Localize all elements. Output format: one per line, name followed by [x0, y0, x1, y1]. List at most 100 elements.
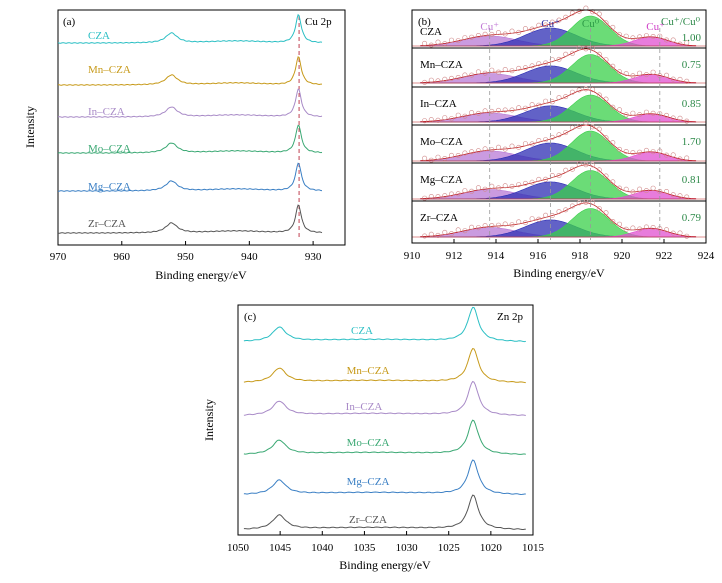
panel-b-raw-point	[563, 14, 569, 20]
panel-b-raw-point	[650, 225, 656, 231]
panel-b-raw-point	[475, 148, 481, 154]
panel-b-raw-point	[630, 110, 636, 116]
panel-a-label: (a)	[63, 16, 76, 28]
panel-c-series-line	[243, 419, 526, 455]
panel-b-raw-point	[650, 33, 656, 39]
panel-b-raw-point	[684, 40, 690, 46]
panel-b-raw-point	[556, 209, 562, 215]
panel-b-raw-point	[549, 19, 555, 25]
panel-b-raw-point	[489, 108, 495, 114]
panel-b-raw-point	[475, 225, 481, 231]
panel-b-raw-point	[469, 110, 475, 116]
panel-b-raw-point	[502, 146, 508, 152]
panel-b-raw-point	[569, 125, 575, 131]
panel-b-raw-point	[428, 77, 434, 83]
panel-b-raw-point	[495, 107, 501, 113]
panel-b-raw-point	[670, 115, 676, 121]
panel-b-raw-point	[442, 76, 448, 82]
panel-b-raw-point	[509, 222, 515, 228]
panel-b-raw-point	[529, 63, 535, 69]
panel-b-raw-point	[569, 50, 575, 56]
panel-b-raw-point	[590, 46, 596, 52]
panel-b-raw-point	[684, 155, 690, 161]
panel-b-raw-point	[684, 233, 690, 239]
panel-b-raw-point	[455, 75, 461, 81]
panel-b-raw-point	[495, 69, 501, 75]
panel-b-raw-point	[442, 193, 448, 199]
panel-b-ratio-value: 0.85	[682, 98, 702, 110]
panel-b-raw-point	[610, 104, 616, 110]
panel-b-raw-point	[422, 233, 428, 239]
panel-b-raw-point	[495, 144, 501, 150]
panel-b-raw-point	[610, 140, 616, 146]
panel-b-envelope	[420, 48, 696, 84]
panel-b-raw-point	[543, 60, 549, 66]
panel-a-tick-label: 960	[114, 251, 131, 263]
panel-b-raw-point	[448, 116, 454, 122]
panel-b-xlabel: Binding energy/eV	[513, 266, 605, 280]
panel-a-frame	[57, 9, 346, 246]
panel-b-raw-point	[469, 224, 475, 230]
panel-b-raw-point	[623, 112, 629, 118]
panel-b-raw-point	[455, 153, 461, 159]
panel-c-tick-label: 1040	[311, 542, 334, 554]
panel-b-raw-point	[596, 167, 602, 173]
panel-b-tick-label: 924	[698, 250, 715, 262]
panel-b-label: (b)	[418, 16, 431, 28]
panel-b-raw-point	[576, 87, 582, 93]
panel-a-series-line	[58, 162, 322, 192]
panel-b-raw-point	[684, 118, 690, 124]
panel-a-series-label: Zr–CZA	[88, 218, 126, 230]
panel-b-raw-point	[522, 65, 528, 71]
panel-b-raw-point	[469, 149, 475, 155]
panel-b-raw-point	[630, 225, 636, 231]
panel-b-raw-point	[563, 167, 569, 173]
panel-b-raw-point	[643, 109, 649, 115]
panel-b-raw-point	[522, 220, 528, 226]
panel-a-series-line	[57, 13, 323, 44]
panel-b-raw-point	[569, 203, 575, 209]
panel-b-raw-point	[596, 92, 602, 98]
panel-b-raw-point	[475, 185, 481, 191]
panel-a-series-labels: CZA Mn–CZA In–CZA Mo–CZA Mg–CZA Zr–CZA	[88, 30, 131, 230]
panel-c-title: Zn 2p	[497, 311, 523, 323]
panel-b-raw-point	[522, 180, 528, 186]
panel-b-raw-point	[489, 67, 495, 73]
panel-b-raw-point	[677, 115, 683, 121]
panel-b-raw-point	[637, 34, 643, 40]
panel-b-component-label: Cu⁺	[646, 21, 665, 33]
panel-b-raw-point	[603, 57, 609, 63]
panel-b-raw-point	[590, 87, 596, 93]
panel-b-raw-point	[650, 69, 656, 75]
panel-b-raw-point	[543, 98, 549, 104]
panel-b-raw-point	[536, 216, 542, 222]
panel-c-series-label: Mn–CZA	[347, 365, 390, 377]
panel-b-raw-point	[489, 31, 495, 37]
panel-c-series-label: CZA	[351, 325, 373, 337]
panel-c-series-label: Mg–CZA	[347, 476, 390, 488]
panel-b-raw-point	[603, 96, 609, 102]
panel-b-raw-point	[536, 102, 542, 108]
panel-b-raw-point	[630, 35, 636, 41]
panel-b-raw-point	[556, 95, 562, 101]
panel-b-raw-point	[623, 71, 629, 77]
panel-b-raw-point	[663, 72, 669, 78]
panel-c-ylabel: Intensity	[202, 399, 216, 441]
panel-b-raw-point	[590, 200, 596, 206]
panel-c-tick-label: 1025	[438, 542, 461, 554]
panel-c-series-label: Mo–CZA	[347, 437, 390, 449]
panel-b-ratio-value: 1.70	[682, 136, 702, 148]
panel-b-raw-point	[509, 183, 515, 189]
panel-b-raw-point	[603, 210, 609, 216]
panel-b-raw-point	[650, 149, 656, 155]
panel-b-raw-point	[489, 183, 495, 189]
panel-b-raw-point	[583, 86, 589, 92]
panel-b-raw-point	[549, 213, 555, 219]
panel-b-raw-point	[435, 154, 441, 160]
panel-b-raw-point	[677, 76, 683, 82]
panel-b-raw-point	[482, 223, 488, 229]
panel-b-raw-point	[643, 147, 649, 153]
panel-b-frame	[411, 9, 707, 244]
panel-b-raw-point	[509, 107, 515, 113]
panel-b-envelope	[420, 124, 696, 162]
